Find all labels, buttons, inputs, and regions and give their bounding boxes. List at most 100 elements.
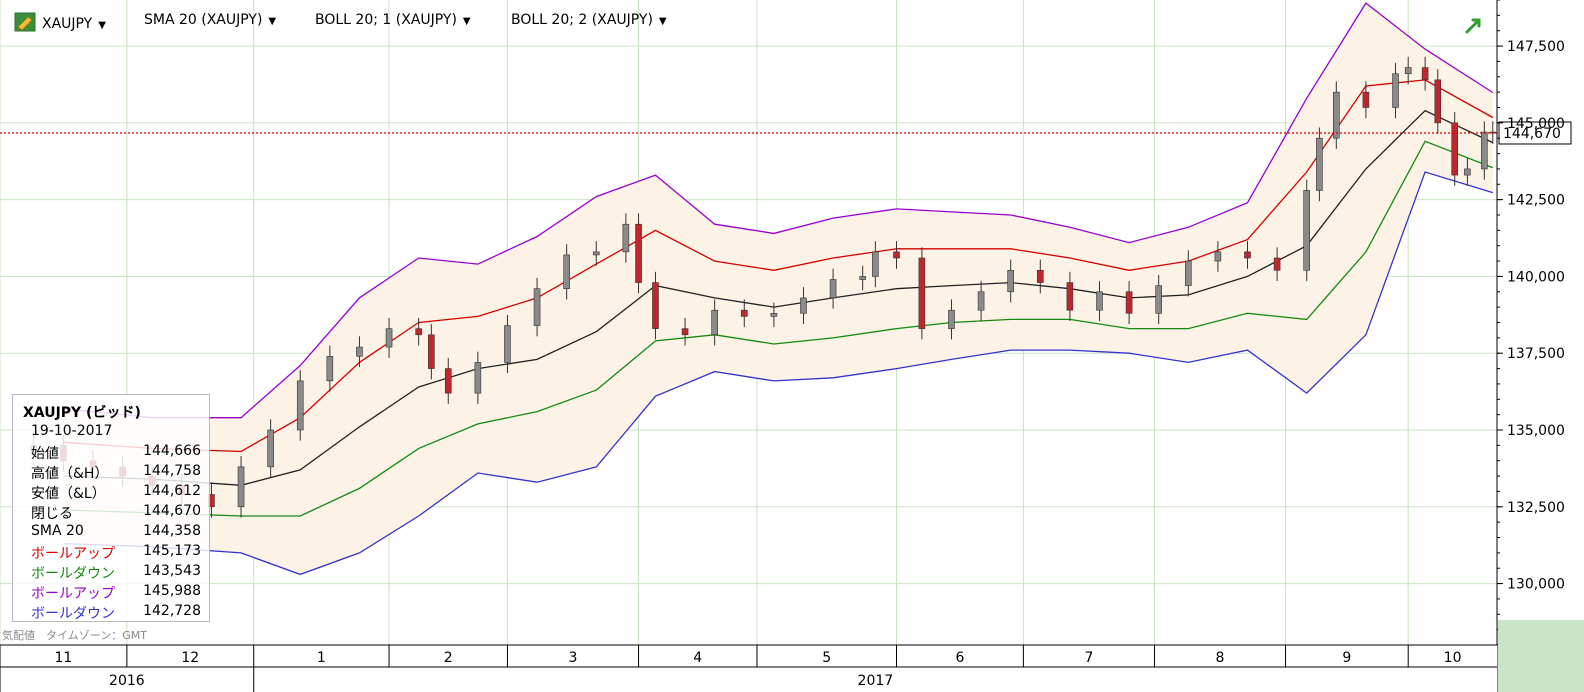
- data-window-row: 高値（&H） 144,758: [31, 463, 201, 483]
- candle-body: [1184, 260, 1192, 286]
- candle-body: [474, 362, 482, 394]
- candle-body: [1362, 91, 1370, 108]
- dropdown-caret-icon[interactable]: ▼: [658, 16, 667, 27]
- candle-body: [681, 328, 689, 336]
- y-tick-label: 137,500: [1507, 346, 1565, 362]
- y-tick-label: 142,500: [1507, 193, 1565, 209]
- dropdown-caret-icon[interactable]: ▼: [98, 20, 106, 31]
- candle-body: [1451, 122, 1459, 176]
- year-label: 2017: [858, 673, 894, 689]
- data-window-row: 始値 144,666: [31, 443, 201, 463]
- candle-body: [356, 346, 363, 357]
- data-window-row-value: 145,173: [143, 543, 201, 559]
- data-window: XAUJPY (ビッド) 19-10-2017 始値 144,666 高値（&H） 1…: [12, 394, 210, 622]
- boll1-indicator-selector[interactable]: BOLL 20; 1 (XAUJPY) ▼: [315, 12, 471, 28]
- dropdown-caret-icon[interactable]: ▼: [268, 16, 277, 27]
- bollinger-band-fill: [63, 3, 1493, 575]
- data-window-row-label: 始値: [31, 446, 59, 462]
- candle-body: [1481, 131, 1488, 170]
- sma-indicator-selector[interactable]: SMA 20 (XAUJPY) ▼: [144, 12, 276, 28]
- month-label: 8: [1216, 650, 1225, 666]
- trend-arrow-icon[interactable]: [1464, 15, 1484, 35]
- candle-body: [1007, 269, 1014, 293]
- month-label: 12: [181, 650, 199, 666]
- symbol-selector[interactable]: XAUJPY ▼: [14, 12, 106, 32]
- data-window-title: XAUJPY (ビッド): [23, 405, 141, 421]
- month-label: 4: [693, 650, 702, 666]
- month-label: 11: [55, 650, 73, 666]
- month-label: 3: [569, 650, 578, 666]
- candle-body: [1273, 257, 1281, 271]
- candle-body: [948, 309, 955, 329]
- boll2-indicator-selector[interactable]: BOLL 20; 2 (XAUJPY) ▼: [511, 12, 667, 28]
- candle-body: [770, 312, 778, 317]
- data-window-row-label: 高値（&H）: [31, 466, 109, 482]
- year-label: 2016: [109, 673, 145, 689]
- y-tick-label: 147,500: [1507, 39, 1565, 55]
- candle-body: [1066, 282, 1074, 311]
- sma-indicator-label: SMA 20 (XAUJPY): [144, 12, 263, 28]
- data-window-row-label: ボールアップ: [31, 546, 115, 562]
- candle-body: [829, 279, 837, 299]
- candle-body: [428, 334, 435, 369]
- gold-bar-icon: [14, 12, 36, 32]
- candle-body: [1303, 190, 1311, 271]
- candle-body: [652, 282, 659, 329]
- candle-body: [918, 257, 926, 329]
- data-window-row-label: ボールアップ: [31, 586, 115, 602]
- candle-body: [1244, 251, 1251, 259]
- data-window-row-value: 144,666: [143, 443, 201, 459]
- month-label: 7: [1084, 650, 1093, 666]
- data-window-row-value: 144,358: [143, 523, 201, 539]
- chart-toolbar: XAUJPY ▼ SMA 20 (XAUJPY) ▼ BOLL 20; 1 (XAU…: [0, 0, 1500, 44]
- dropdown-caret-icon[interactable]: ▼: [462, 16, 471, 27]
- candle-body: [1404, 67, 1412, 75]
- candle-body: [1333, 91, 1340, 139]
- data-window-row-label: 閉じる: [31, 506, 73, 522]
- month-label: 1: [317, 650, 326, 666]
- corner-panel: [1498, 620, 1584, 692]
- candle-body: [1421, 67, 1429, 81]
- boll1-lower-line: [63, 140, 1494, 517]
- data-window-row: ボールダウン 142,728: [31, 603, 201, 623]
- candle-body: [1125, 291, 1133, 314]
- data-window-row: 閉じる 144,670: [31, 503, 201, 523]
- candle-body: [1434, 79, 1442, 124]
- candle-body: [415, 328, 422, 336]
- candle-body: [800, 297, 807, 314]
- current-price-box: [1498, 121, 1572, 145]
- candle-body: [326, 355, 334, 382]
- candle-body: [622, 223, 630, 253]
- current-price-label: 144,670: [1503, 126, 1561, 142]
- bollinger-band-area: [63, 3, 1493, 575]
- candle-body: [533, 288, 541, 326]
- candle-body: [893, 251, 900, 259]
- candle-body: [1214, 251, 1222, 262]
- timezone-note: 気配値 タイムゾーン：GMT: [2, 629, 147, 642]
- candle-body: [296, 380, 304, 431]
- candle-body: [711, 309, 718, 336]
- data-window-row-value: 145,988: [143, 583, 201, 599]
- data-window-row-label: SMA 20: [31, 523, 84, 539]
- data-window-row-value: 142,728: [143, 603, 201, 619]
- candle-body: [1464, 168, 1471, 176]
- data-window-row-label: ボールダウン: [31, 566, 115, 582]
- boll2-indicator-label: BOLL 20; 2 (XAUJPY): [511, 12, 653, 28]
- data-window-row-value: 144,758: [143, 463, 201, 479]
- candle-body: [385, 328, 393, 348]
- y-tick-label: 135,000: [1507, 423, 1565, 439]
- candle-body: [504, 325, 511, 363]
- boll2-upper-line: [63, 2, 1494, 419]
- candle-body: [1392, 73, 1399, 108]
- boll1-indicator-label: BOLL 20; 1 (XAUJPY): [315, 12, 457, 28]
- candle-body: [1155, 285, 1162, 314]
- y-tick-label: 130,000: [1507, 577, 1565, 593]
- symbol-label: XAUJPY: [42, 16, 93, 32]
- candle-body: [1316, 137, 1323, 191]
- y-axis: 130,000 132,500 135,000 137,500 140,000 142,5…: [1496, 0, 1565, 692]
- candle-body: [872, 251, 879, 277]
- data-window-date: 19-10-2017: [31, 423, 113, 439]
